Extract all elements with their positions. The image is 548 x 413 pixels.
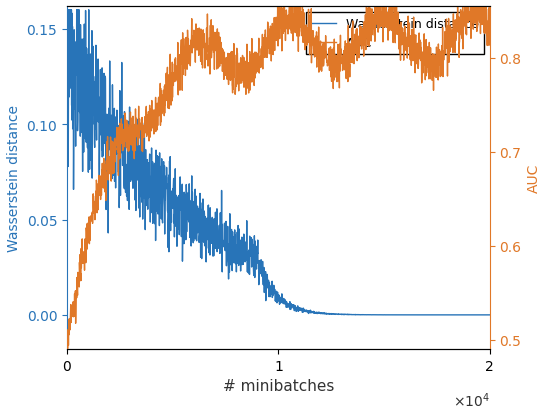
AUC <box>64 347 71 351</box>
AUC <box>475 17 481 21</box>
AUC <box>397 23 403 28</box>
AUC <box>85 215 92 220</box>
AUC <box>475 18 481 23</box>
Text: $\times10^4$: $\times10^4$ <box>453 390 490 409</box>
AUC <box>487 30 493 35</box>
Legend: Wasserstein distance, AUC: Wasserstein distance, AUC <box>306 13 483 55</box>
Wasserstein distance <box>487 313 493 318</box>
AUC <box>258 61 265 66</box>
Line: AUC: AUC <box>67 7 490 349</box>
Wasserstein distance <box>85 8 92 13</box>
Y-axis label: Wasserstein distance: Wasserstein distance <box>7 105 21 252</box>
Wasserstein distance <box>64 8 71 13</box>
AUC <box>270 26 276 31</box>
AUC <box>275 5 281 9</box>
Wasserstein distance <box>475 313 481 318</box>
Wasserstein distance <box>475 313 481 318</box>
AUC <box>64 337 70 342</box>
Wasserstein distance <box>397 313 403 318</box>
Wasserstein distance <box>410 313 416 318</box>
Wasserstein distance <box>270 294 276 299</box>
X-axis label: # minibatches: # minibatches <box>222 379 334 394</box>
Line: Wasserstein distance: Wasserstein distance <box>67 11 490 315</box>
Wasserstein distance <box>258 264 265 269</box>
Wasserstein distance <box>64 46 70 51</box>
Y-axis label: AUC: AUC <box>527 164 541 193</box>
